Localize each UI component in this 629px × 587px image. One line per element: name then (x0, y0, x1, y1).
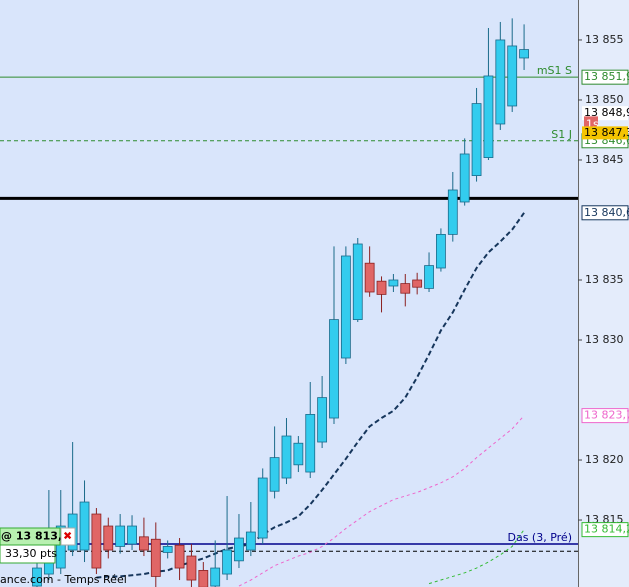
moving-average (96, 212, 525, 579)
plot-background (0, 0, 578, 587)
candle-body (519, 49, 529, 59)
source-label: ance.com - Temps Réel (0, 573, 127, 586)
candle-body (447, 189, 458, 235)
candle-body (471, 103, 482, 176)
candle-body (150, 538, 161, 577)
price-box (581, 522, 629, 538)
order-points: 33,30 pts (5, 547, 57, 560)
points-box (0, 544, 56, 564)
candle-body (79, 501, 90, 551)
price-label: 13 851,9 (584, 70, 629, 83)
current-price-label: 13 847,3 (584, 126, 629, 139)
order-price: @ 13 813,3 (1, 530, 70, 543)
candle-body (495, 39, 506, 125)
candle-body (198, 570, 209, 587)
price-box (581, 408, 629, 424)
moving-average (238, 415, 525, 587)
current-price-box (582, 126, 628, 140)
y-tick-label: 13 830 (585, 333, 624, 346)
level-label: mS1 S (537, 64, 572, 77)
y-tick-label: 13 835 (585, 273, 624, 286)
price-box (581, 205, 629, 221)
candle-body (269, 457, 280, 492)
candle-body (364, 262, 375, 293)
moving-average (428, 529, 525, 585)
candle-body (103, 525, 114, 551)
candle-body (186, 555, 197, 581)
candle-body (388, 279, 399, 287)
candle-body (91, 513, 102, 569)
candle-body (412, 279, 423, 288)
price-label: 13 848,9 (584, 106, 629, 119)
candle-body (210, 567, 221, 587)
price-label: 13 823,7 (584, 409, 629, 422)
candle-body (281, 435, 292, 479)
candle-body (174, 544, 185, 569)
candle-body (293, 442, 304, 466)
candle-body (352, 243, 363, 321)
candle-body (162, 546, 173, 553)
order-close: ✖ (63, 530, 72, 543)
order-close-box (60, 527, 76, 546)
candle-body (222, 549, 232, 575)
y-tick-label: 13 820 (585, 453, 624, 466)
candle-body (424, 265, 434, 289)
candle-body (257, 477, 268, 539)
candle-body (305, 414, 316, 473)
candle-body (507, 45, 518, 107)
candle-body (483, 75, 494, 158)
axis-background (578, 0, 629, 587)
candle-body (127, 525, 137, 545)
candle-body (436, 233, 446, 269)
candle-body (329, 319, 339, 419)
candle-body (234, 537, 244, 562)
y-tick-label: 13 855 (585, 33, 624, 46)
level-label: Das (3, Pré) (507, 531, 572, 544)
candle-body (459, 153, 470, 203)
price-box (581, 69, 629, 85)
candle-body (317, 397, 328, 443)
candle-body (32, 567, 42, 587)
y-tick-label: 13 850 (585, 93, 624, 106)
level-label: S1 J (551, 128, 572, 141)
price-label: 13 814,2 (584, 523, 629, 536)
candle-body (55, 525, 66, 569)
y-tick-label: 13 845 (585, 153, 624, 166)
candle-body (340, 255, 351, 359)
candle-body (245, 531, 256, 551)
candle-body (376, 280, 387, 295)
candle-body (139, 536, 149, 551)
price-label: 13 840,6 (584, 206, 629, 219)
candle-body (400, 283, 411, 294)
candle-body (115, 525, 126, 547)
